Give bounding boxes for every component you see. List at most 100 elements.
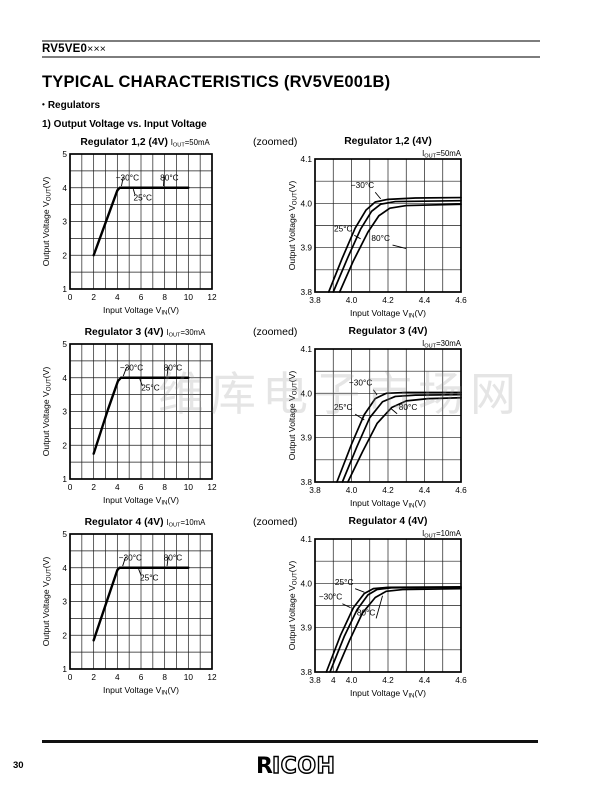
svg-text:ICOH: ICOH — [272, 754, 335, 779]
chart-canvas: 3.8 4.0 4.2 4.4 4.6 3.8 3.9 4.0 4.1 Input Voltage… — [253, 136, 467, 320]
svg-text:1: 1 — [62, 284, 67, 294]
temperature-labels: −30°C 25°C 80°C — [334, 180, 407, 249]
svg-text:80°C: 80°C — [357, 607, 376, 617]
svg-text:4.2: 4.2 — [382, 485, 394, 495]
x-axis-title: Input Voltage VIN(V) — [103, 685, 179, 697]
header-rule-top — [42, 40, 540, 42]
plot-border — [314, 158, 462, 293]
svg-text:80°C: 80°C — [160, 172, 179, 182]
plot-border — [314, 348, 462, 483]
svg-text:25°C: 25°C — [141, 383, 160, 393]
svg-text:−30°C: −30°C — [119, 552, 142, 562]
ricoh-logo-icon: R ICOH — [256, 753, 336, 779]
svg-text:6: 6 — [139, 292, 144, 302]
svg-text:8: 8 — [162, 292, 167, 302]
zoomed-tag: (zoomed) — [253, 516, 297, 528]
svg-text:3.8: 3.8 — [300, 477, 312, 487]
plot-border — [69, 533, 213, 670]
svg-text:−30°C: −30°C — [116, 172, 139, 182]
svg-text:−30°C: −30°C — [120, 362, 143, 372]
section-heading: • Regulators — [42, 100, 100, 111]
svg-text:1: 1 — [62, 664, 67, 674]
svg-text:80°C: 80°C — [164, 362, 183, 372]
svg-text:4.0: 4.0 — [346, 675, 358, 685]
x-axis-title: Input Voltage VIN(V) — [350, 308, 426, 320]
svg-text:4.0: 4.0 — [300, 198, 312, 208]
plot-border — [69, 343, 213, 480]
svg-text:2: 2 — [62, 630, 67, 640]
model-prefix: RV5VE0 — [42, 43, 88, 55]
svg-text:10: 10 — [184, 672, 194, 682]
svg-text:3.8: 3.8 — [309, 675, 321, 685]
svg-text:6: 6 — [139, 672, 144, 682]
tick-labels: 3.8 4.0 4.2 4.4 4.6 3.8 3.9 4.0 4.1 — [300, 154, 467, 305]
svg-text:4.4: 4.4 — [419, 675, 431, 685]
grid-lines — [315, 349, 461, 482]
header-rule-bottom — [42, 56, 540, 58]
svg-text:3: 3 — [62, 217, 67, 227]
svg-text:4.0: 4.0 — [300, 578, 312, 588]
plot-border — [314, 538, 462, 673]
grid-lines — [70, 344, 212, 479]
chart-regulator-3-full: 0 2 4 6 8 10 12 1 2 3 4 5 Input Voltage VIN(V) Output… — [40, 323, 253, 518]
svg-text:2: 2 — [91, 482, 96, 492]
svg-text:2: 2 — [62, 440, 67, 450]
chart-title: Regulator 4 (4V) IOUT=10mA — [85, 517, 207, 529]
svg-text:4.4: 4.4 — [419, 295, 431, 305]
svg-text:5: 5 — [62, 149, 67, 159]
svg-text:5: 5 — [62, 339, 67, 349]
svg-text:3.9: 3.9 — [300, 433, 312, 443]
chart-regulator-1-2-zoomed: 3.8 4.0 4.2 4.4 4.6 3.8 3.9 4.0 4.1 Input Voltage… — [253, 133, 495, 334]
svg-text:2: 2 — [62, 250, 67, 260]
temperature-labels: −30°C 80°C 25°C — [119, 552, 183, 582]
plot-border — [69, 153, 213, 290]
svg-text:0: 0 — [68, 482, 73, 492]
chart-current-condition: IOUT=10mA — [422, 529, 462, 540]
svg-text:3.9: 3.9 — [300, 623, 312, 633]
chart-regulator-4-full: 0 2 4 6 8 10 12 1 2 3 4 5 Input Voltage VIN(V) Output… — [40, 513, 253, 708]
grid-lines — [70, 154, 212, 289]
tick-labels: 3.8 4 4.0 4.2 4.4 4.6 3.8 3.9 4.0 4.1 — [300, 534, 467, 685]
svg-text:25°C: 25°C — [334, 402, 353, 412]
series-curves — [325, 586, 462, 673]
chart-title: Regulator 3 (4V) IOUT=30mA — [85, 327, 207, 339]
zoomed-tag: (zoomed) — [253, 136, 297, 148]
svg-text:4.2: 4.2 — [382, 295, 394, 305]
x-axis-title: Input Voltage VIN(V) — [350, 498, 426, 510]
svg-text:25°C: 25°C — [140, 573, 159, 583]
page-title: TYPICAL CHARACTERISTICS (RV5VE001B) — [42, 73, 391, 91]
zoomed-tag: (zoomed) — [253, 326, 297, 338]
svg-text:10: 10 — [184, 482, 194, 492]
svg-text:12: 12 — [207, 292, 217, 302]
y-axis-title: Output Voltage VOUT(V) — [287, 181, 299, 271]
series-curves — [327, 196, 462, 293]
temperature-labels: −30°C 25°C 80°C — [334, 377, 417, 421]
svg-text:4.6: 4.6 — [455, 295, 467, 305]
temperature-labels: 25°C −30°C 80°C — [319, 577, 383, 619]
svg-text:4.1: 4.1 — [300, 534, 312, 544]
svg-text:−30°C: −30°C — [351, 180, 374, 190]
svg-text:3.8: 3.8 — [300, 287, 312, 297]
svg-text:R: R — [256, 754, 273, 779]
svg-text:3.8: 3.8 — [300, 667, 312, 677]
svg-text:1: 1 — [62, 474, 67, 484]
svg-text:4.2: 4.2 — [382, 675, 394, 685]
svg-text:3.8: 3.8 — [309, 485, 321, 495]
page-number: 30 — [13, 760, 24, 771]
bullet-icon: • — [42, 100, 45, 109]
svg-text:4.0: 4.0 — [300, 388, 312, 398]
x-axis-title: Input Voltage VIN(V) — [103, 495, 179, 507]
header-model-number: RV5VE0××× — [42, 43, 106, 55]
chart-canvas: 3.8 4.0 4.2 4.4 4.6 3.8 3.9 4.0 4.1 Input Voltage… — [253, 326, 467, 510]
svg-text:25°C: 25°C — [134, 193, 153, 203]
svg-text:8: 8 — [162, 672, 167, 682]
chart-title: Regulator 4 (4V) — [349, 516, 428, 527]
x-axis-title: Input Voltage VIN(V) — [103, 305, 179, 317]
svg-text:4: 4 — [115, 672, 120, 682]
y-axis-title: Output Voltage VOUT(V) — [41, 367, 53, 457]
